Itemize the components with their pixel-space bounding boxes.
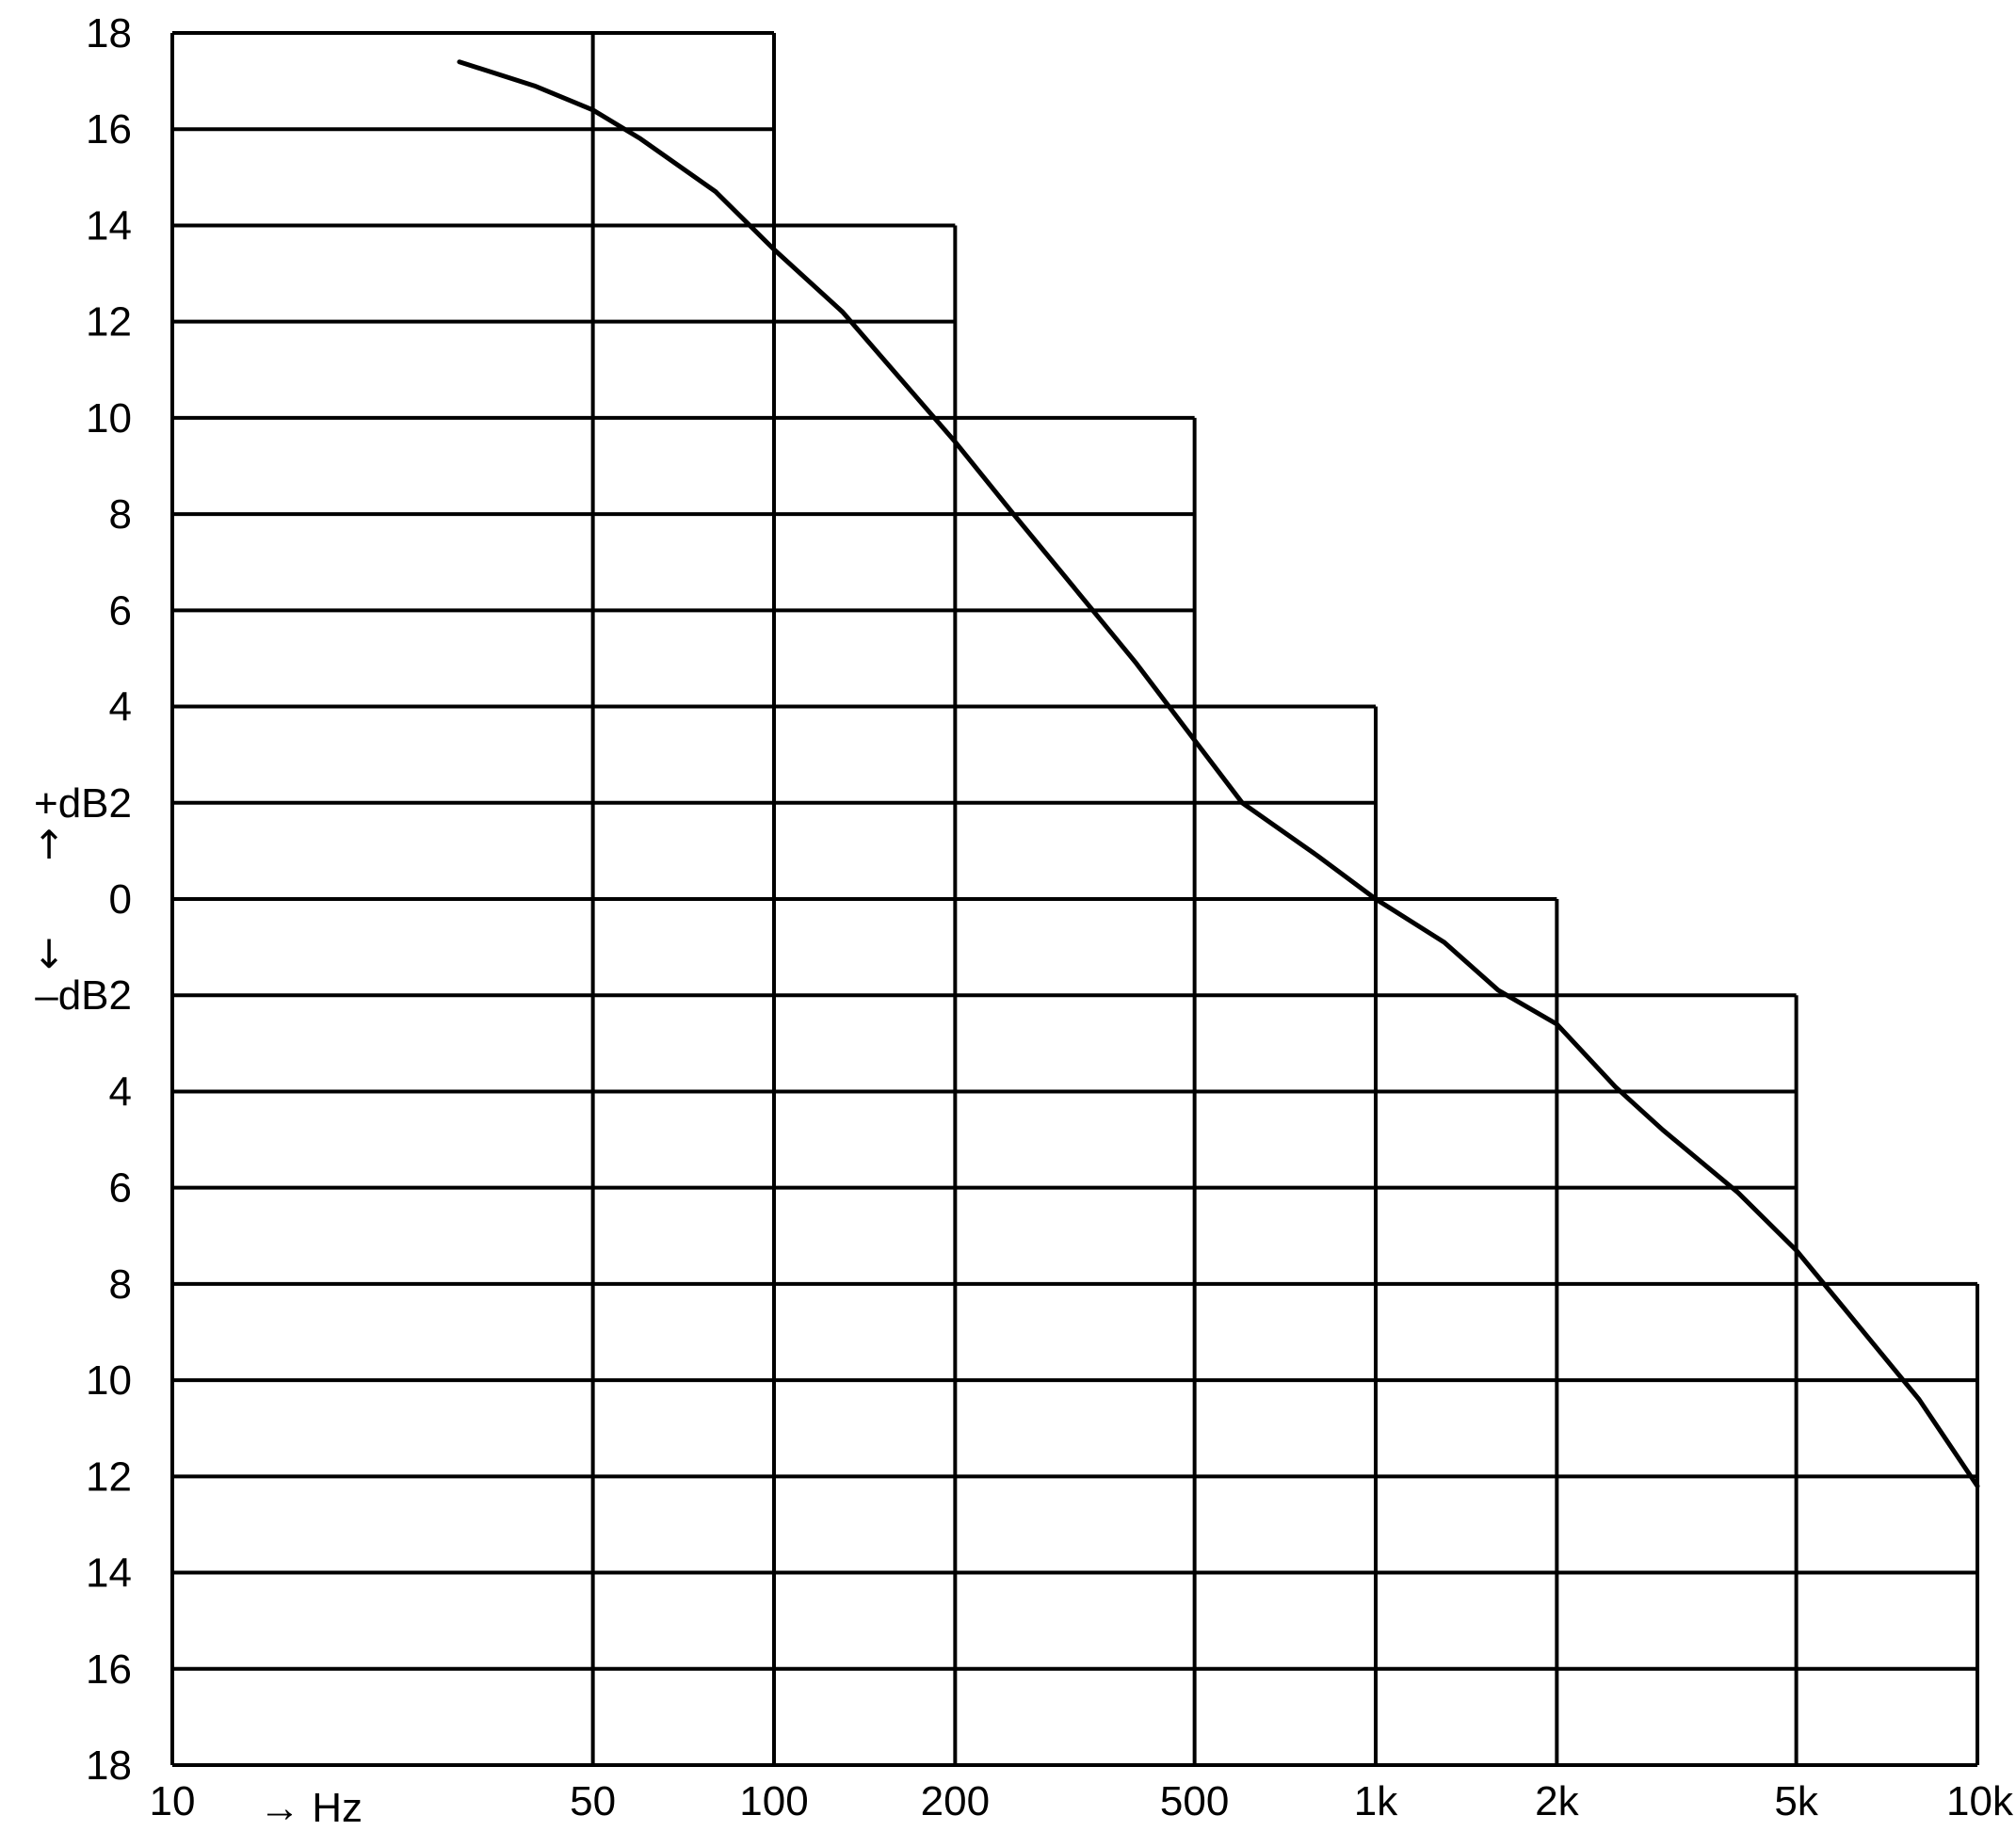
x-tick-label: 100 (739, 1778, 808, 1824)
x-tick-label: 10 (150, 1778, 196, 1824)
y-tick-label: 8 (109, 491, 132, 538)
x-axis-label: → Hz (259, 1785, 363, 1831)
y-tick-label: 18 (86, 1743, 132, 1789)
x-tick-label: 1k (1354, 1778, 1398, 1824)
y-tick-label: 8 (109, 1261, 132, 1308)
x-tick-label: 200 (921, 1778, 990, 1824)
y-tick-label: –dB2 (35, 972, 132, 1019)
y-tick-label: 12 (86, 299, 132, 345)
y-tick-label: +dB2 (34, 780, 132, 827)
y-tick-label: 14 (86, 202, 132, 249)
labels: → Hz ↑ ↓ 18 16 14 12 10 8 6 4 +dB2 0 –dB2 4 6 8 10 12 14… (32, 10, 2014, 1831)
y-arrow-down-icon: ↓ (32, 931, 65, 977)
y-tick-label: 16 (86, 1646, 132, 1693)
curve-layer (457, 59, 1980, 1489)
y-tick-label: 4 (109, 1068, 132, 1115)
x-tick-label: 50 (570, 1778, 616, 1824)
response-curve (457, 59, 1980, 1489)
y-tick-label: 6 (109, 1165, 132, 1212)
x-tick-label: 2k (1535, 1778, 1579, 1824)
x-tick-label: 10k (1946, 1778, 2014, 1824)
x-tick-label: 5k (1774, 1778, 1818, 1824)
y-arrow-up-icon: ↑ (32, 822, 65, 868)
y-tick-label: 12 (86, 1454, 132, 1500)
y-tick-label: 0 (109, 876, 132, 923)
y-tick-label: 10 (86, 395, 132, 442)
y-tick-label: 14 (86, 1550, 132, 1597)
y-tick-label: 6 (109, 587, 132, 634)
y-tick-label: 4 (109, 684, 132, 731)
y-tick-label: 16 (86, 106, 132, 153)
y-tick-label: 18 (86, 10, 132, 56)
x-tick-label: 500 (1160, 1778, 1229, 1824)
grid (170, 31, 1979, 1767)
y-tick-label: 10 (86, 1357, 132, 1404)
